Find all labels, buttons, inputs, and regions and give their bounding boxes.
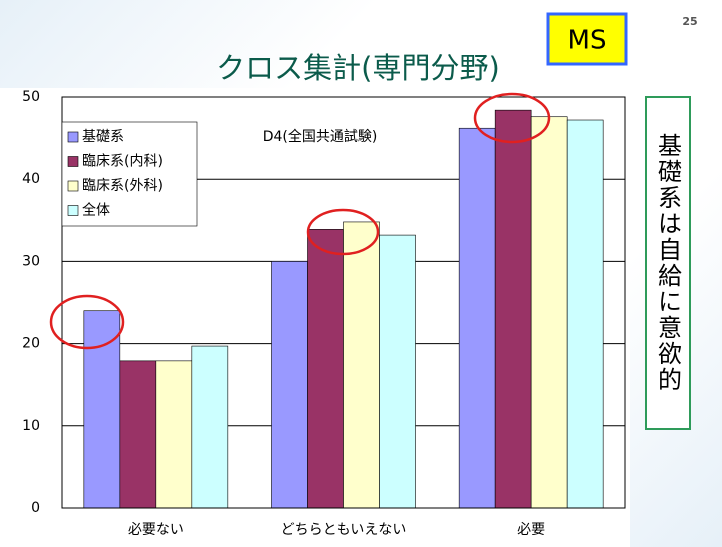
legend-swatch xyxy=(67,156,79,167)
y-tick-label: 30 xyxy=(22,253,40,269)
x-tick-label: どちらともいえない xyxy=(281,522,407,538)
y-tick-label: 10 xyxy=(22,418,40,434)
x-tick-label: 必要ない xyxy=(128,522,184,538)
bar xyxy=(307,229,344,509)
bar xyxy=(494,109,532,509)
y-tick-label: 40 xyxy=(22,171,40,187)
legend-label: 基礎系 xyxy=(82,128,124,145)
legend-swatch xyxy=(67,131,79,143)
bar xyxy=(155,360,193,509)
bar xyxy=(343,221,380,509)
highlight-ellipse xyxy=(306,208,380,256)
bar xyxy=(458,127,496,509)
chart-subtitle: D4(全国共通試験) xyxy=(263,128,378,145)
highlight-ellipse xyxy=(49,294,125,350)
bar xyxy=(271,261,308,509)
bar xyxy=(530,116,568,509)
bar xyxy=(379,234,416,509)
y-tick-label: 0 xyxy=(31,500,40,516)
highlight-ellipse xyxy=(473,92,551,144)
slide-title: クロス集計(専門分野) xyxy=(216,51,500,85)
legend-swatch xyxy=(67,180,79,192)
y-tick-label: 50 xyxy=(22,89,40,105)
badge-box xyxy=(546,12,628,66)
legend-label: 全体 xyxy=(82,202,110,219)
bar xyxy=(566,119,604,509)
legend-swatch xyxy=(67,205,79,216)
legend-label: 臨床系(内科) xyxy=(82,154,163,170)
x-tick-label: 必要 xyxy=(517,522,545,538)
legend-label: 臨床系(外科) xyxy=(82,178,163,194)
bar xyxy=(191,345,229,509)
bar xyxy=(119,360,157,509)
page-number: 25 xyxy=(682,15,697,28)
legend-box xyxy=(61,121,198,227)
side-note: 基礎系は自給に意欲的 xyxy=(645,96,691,430)
y-tick-label: 20 xyxy=(22,336,40,352)
badge-text: MS xyxy=(568,26,607,56)
